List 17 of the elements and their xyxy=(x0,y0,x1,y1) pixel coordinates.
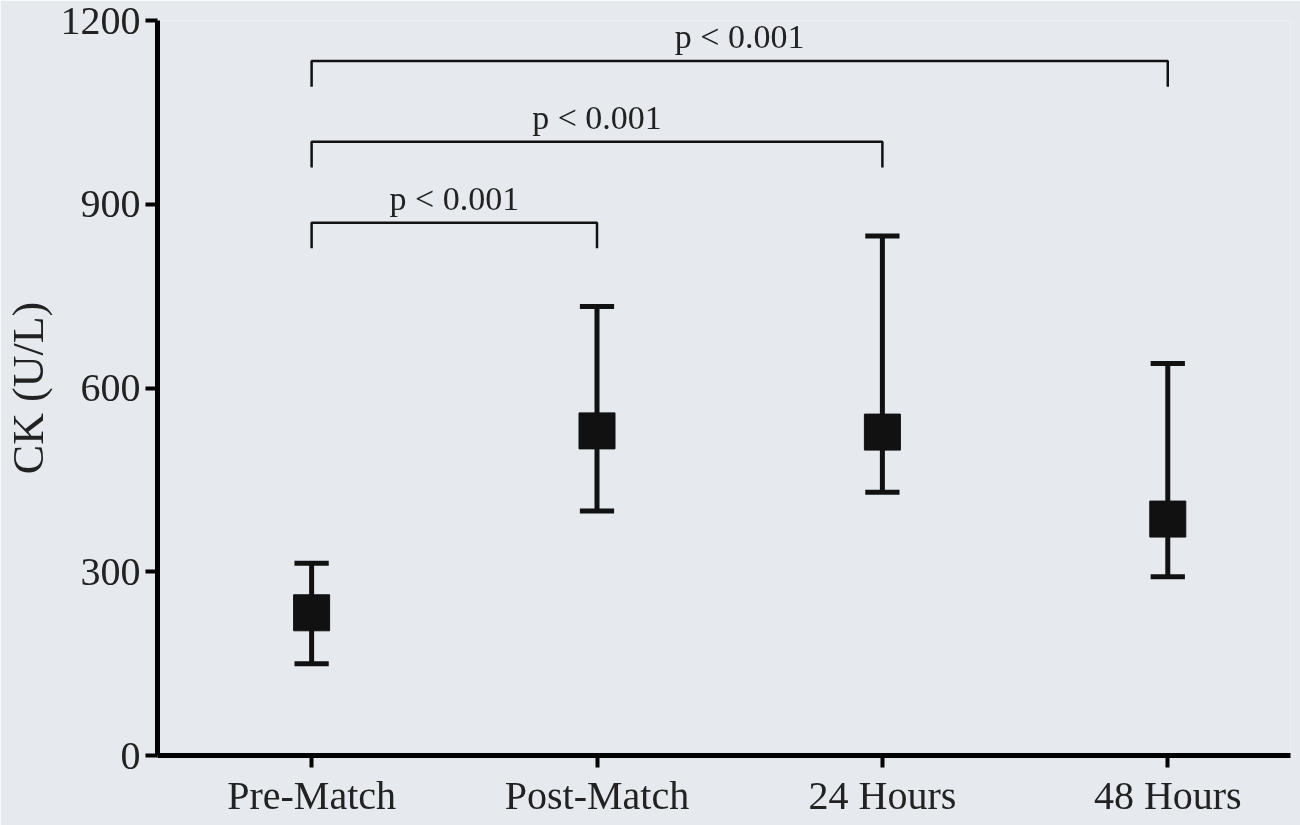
point xyxy=(293,594,331,632)
annotation: p < 0.001 xyxy=(532,98,662,136)
y-tick-label: 300 xyxy=(80,548,141,594)
point xyxy=(578,412,616,450)
x-tick-label: 24 Hours xyxy=(808,772,957,818)
x-tick-label: Pre-Match xyxy=(227,772,397,818)
y-axis-title: CK (U/L) xyxy=(3,301,53,475)
x-tick-label: 48 Hours xyxy=(1093,772,1242,818)
point xyxy=(863,413,901,451)
annotation: p < 0.001 xyxy=(389,179,520,217)
y-tick-label: 600 xyxy=(80,365,141,410)
y-tick-label: 1200 xyxy=(60,0,141,43)
annotation: p < 0.001 xyxy=(674,18,805,56)
x-tick-label: Post-Match xyxy=(504,772,690,818)
point xyxy=(1149,500,1187,538)
y-tick-label: 0 xyxy=(120,732,141,778)
y-tick-label: 900 xyxy=(80,181,141,227)
